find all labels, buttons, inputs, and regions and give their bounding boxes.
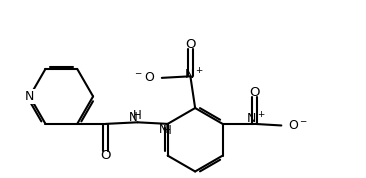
Text: N: N: [158, 123, 167, 136]
Text: O: O: [101, 149, 111, 162]
Text: H: H: [133, 109, 142, 122]
Text: O: O: [249, 86, 259, 99]
Text: $^-$O: $^-$O: [133, 71, 156, 84]
Text: N$^+$: N$^+$: [184, 68, 203, 83]
Text: N: N: [25, 90, 34, 103]
Text: O$^-$: O$^-$: [288, 119, 308, 132]
Text: H: H: [163, 124, 172, 137]
Text: N: N: [128, 111, 137, 124]
Text: O: O: [185, 38, 196, 51]
Text: N$^+$: N$^+$: [246, 111, 265, 126]
